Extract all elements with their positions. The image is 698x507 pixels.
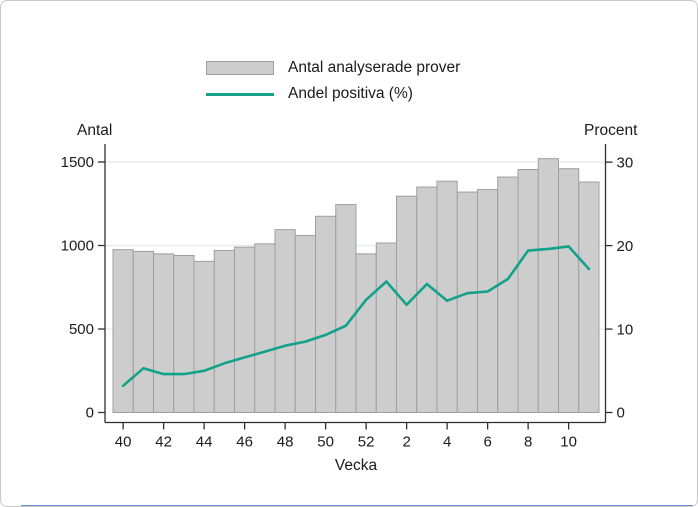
bar [294,234,316,413]
bar [537,158,559,413]
bar [153,253,175,413]
left-axis-tick-label: 1500 [61,154,94,171]
bar [578,181,600,413]
legend-item-bars: Antal analyserade prover [206,55,460,81]
x-axis-tick-label: 42 [155,434,172,451]
x-axis-tick-label: 44 [196,434,213,451]
bar [477,189,499,413]
bar [213,250,235,413]
bar [416,186,438,413]
bar [254,243,276,413]
legend-label-bars: Antal analyserade prover [288,59,461,76]
x-axis-tick-label: 10 [560,434,577,451]
bar [355,253,377,413]
left-axis-tick-label: 0 [86,405,94,422]
left-axis-tick-label: 1000 [61,238,94,255]
bar [335,204,357,413]
right-axis-tick-label: 20 [617,238,634,255]
bar [558,168,580,413]
bar [193,260,215,414]
bar [315,215,337,413]
bar [132,250,154,413]
bar-swatch-icon [206,61,274,75]
x-axis-tick-label: 2 [402,434,410,451]
trend-line [121,245,591,388]
x-axis-tick-label: 52 [358,434,375,451]
right-axis-tick-label: 10 [617,321,634,338]
bar [234,246,256,413]
right-axis-title: Procent [584,122,638,139]
left-axis-tick-label: 500 [69,321,94,338]
right-axis-tick-label: 0 [617,405,625,422]
left-axis-title: Antal [77,122,113,139]
right-axis-tick-label: 30 [617,154,634,171]
bar [112,249,134,413]
line-swatch-icon [206,92,274,96]
x-axis-tick-label: 46 [236,434,253,451]
x-axis-tick-label: 4 [443,434,451,451]
bar [375,242,397,413]
x-axis-tick-label: 50 [317,434,334,451]
bar [456,191,478,413]
x-axis-tick-label: 6 [483,434,491,451]
bottom-divider [21,505,693,506]
x-axis-tick-label: 8 [524,434,532,451]
legend-label-line: Andel positiva (%) [288,85,413,102]
x-axis-tick-label: 40 [115,434,132,451]
x-axis-tick-label: 48 [277,434,294,451]
x-axis-title: Vecka [334,457,378,474]
bar [173,255,195,413]
legend-item-line: Andel positiva (%) [206,81,460,107]
bar [274,229,296,413]
legend: Antal analyserade prover Andel positiva … [206,55,460,107]
bar [497,176,519,413]
bar [517,169,539,413]
